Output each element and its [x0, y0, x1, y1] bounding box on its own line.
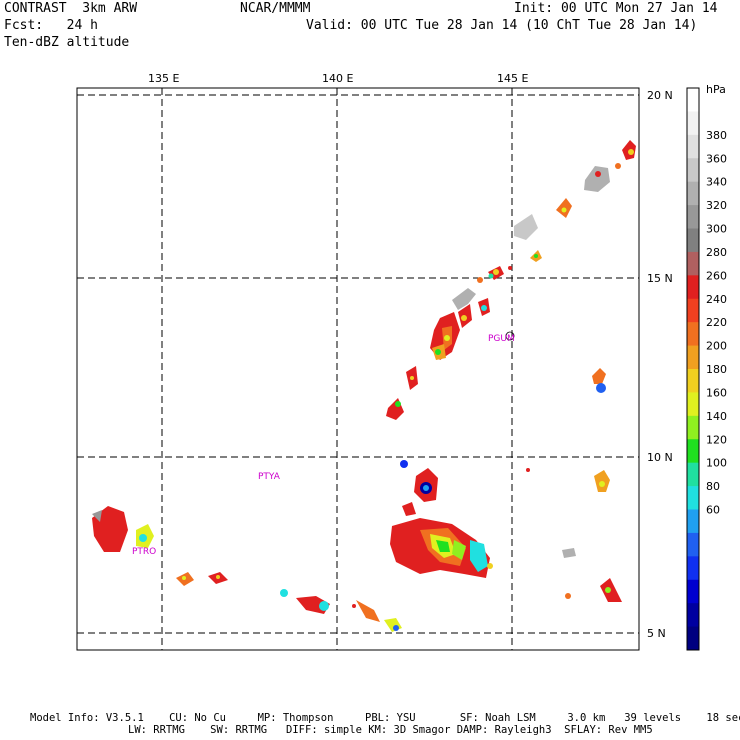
colorbar-swatch: [687, 228, 699, 253]
colorbar-swatch: [687, 111, 699, 136]
station-ptya: PTYA: [258, 472, 281, 482]
colorbar-tick-label: 280: [706, 246, 727, 259]
colorbar-swatch: [687, 158, 699, 183]
colorbar-tick-label: 220: [706, 316, 727, 329]
colorbar-swatch: [687, 532, 699, 557]
colorbar-swatch: [687, 251, 699, 276]
echo-cluster-southwest: [92, 506, 402, 632]
graticule: [77, 88, 639, 650]
lat-label-10: 10 N: [647, 451, 673, 464]
echo-cluster-northeast: [477, 140, 636, 283]
echo-cluster-central: [386, 288, 606, 420]
station-markers: PGUM PTYA PTRO: [132, 331, 515, 557]
colorbar-tick-label: 180: [706, 363, 727, 376]
colorbar-swatch: [687, 579, 699, 604]
colorbar-swatch: [687, 439, 699, 464]
colorbar-swatch: [687, 134, 699, 159]
colorbar-tick-label: 80: [706, 480, 720, 493]
colorbar-swatch: [687, 205, 699, 229]
colorbar-swatch: [687, 345, 699, 370]
colorbar-swatch: [687, 626, 699, 651]
colorbar-swatch: [687, 486, 699, 510]
field-name: Ten-dBZ altitude: [4, 35, 130, 50]
init-time: Init: 00 UTC Mon 27 Jan 14: [514, 1, 718, 16]
model-info-line-2: LW: RRTMG SW: RRTMG DIFF: simple KM: 3D …: [128, 724, 653, 736]
echo-cluster-south: [390, 460, 622, 602]
lat-label-15: 15 N: [647, 272, 673, 285]
colorbar-tick-label: 160: [706, 386, 727, 399]
colorbar-tick-label: 140: [706, 410, 727, 423]
pgum-marker: [505, 331, 515, 341]
lat-label-20: 20 N: [647, 89, 673, 102]
colorbar-unit: hPa: [706, 83, 726, 96]
colorbar-swatch: [687, 298, 699, 323]
colorbar-tick-label: 320: [706, 199, 727, 212]
colorbar-tick-label: 100: [706, 457, 727, 470]
valid-time: Valid: 00 UTC Tue 28 Jan 14 (10 ChT Tue …: [306, 18, 698, 33]
forecast-hour: Fcst: 24 h: [4, 18, 98, 33]
colorbar-swatch: [687, 181, 699, 206]
lon-label-140: 140 E: [322, 72, 353, 85]
colorbar-swatch: [687, 509, 699, 534]
colorbar-swatch: [687, 275, 699, 300]
lat-label-5: 5 N: [647, 627, 666, 640]
lon-label-145: 145 E: [497, 72, 528, 85]
station-ptro: PTRO: [132, 547, 156, 557]
colorbar-swatch: [687, 603, 699, 628]
map-frame: [76, 87, 640, 651]
colorbar-swatch: [687, 322, 699, 347]
colorbar-swatch: [687, 462, 699, 487]
colorbar-tick-label: 340: [706, 176, 727, 189]
colorbar-tick-label: 380: [706, 129, 727, 142]
colorbar-swatch: [687, 392, 699, 417]
colorbar-swatch: [687, 369, 699, 393]
model-title: CONTRAST 3km ARW: [4, 1, 138, 16]
colorbar-tick-label: 120: [706, 433, 727, 446]
colorbar-tick-label: 260: [706, 269, 727, 282]
model-info-line-1: Model Info: V3.5.1 CU: No Cu MP: Thompso…: [30, 712, 740, 724]
colorbar-tick-label: 60: [706, 504, 720, 517]
echo-cells: [92, 140, 636, 632]
colorbar-tick-label: 200: [706, 340, 727, 353]
station-pgum: PGUM: [488, 334, 515, 344]
colorbar-swatch: [687, 88, 699, 112]
colorbar-swatch: [687, 415, 699, 440]
colorbar-swatch: [687, 556, 699, 581]
colorbar-labels: 380 360 340 320 300 280 260 240 220 200 180 160 140 1…: [706, 129, 727, 517]
lon-label-135: 135 E: [148, 72, 179, 85]
colorbar-tick-label: 240: [706, 293, 727, 306]
colorbar-tick-label: 360: [706, 152, 727, 165]
organization-label: NCAR/MMMM: [240, 1, 311, 16]
colorbar: [686, 87, 700, 651]
colorbar-frame: [686, 87, 700, 651]
colorbar-tick-label: 300: [706, 223, 727, 236]
